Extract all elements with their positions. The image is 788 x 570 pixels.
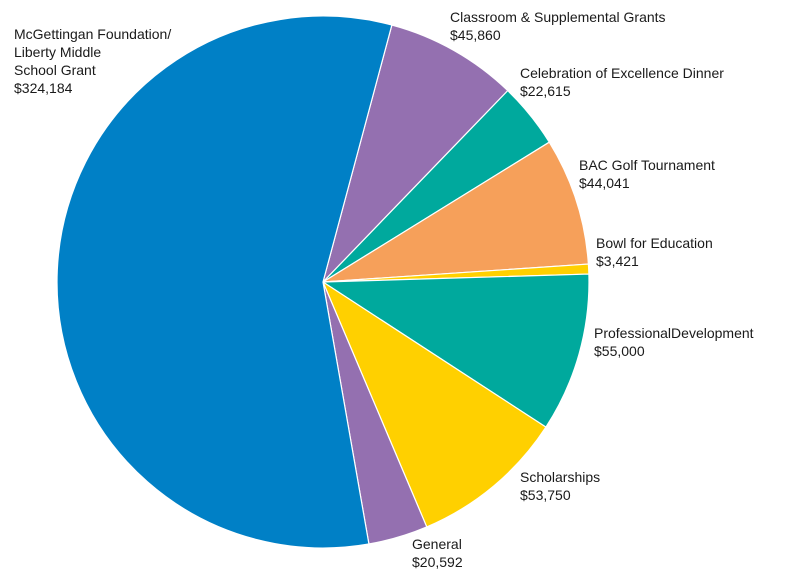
pie-slice-3 [322,141,589,283]
pie-slice-5 [322,273,590,428]
slice-category-label: Celebration of Excellence Dinner [520,65,724,81]
slice-value-label: $55,000 [594,343,645,359]
slice-value-label: $45,860 [450,27,501,43]
slice-value-label: $3,421 [596,253,639,269]
slice-value-label: $20,592 [412,554,463,570]
slice-value-label: $324,184 [14,80,73,96]
slice-category-label: Liberty Middle [14,44,101,60]
slice-category-label: BAC Golf Tournament [579,157,715,173]
slice-category-label: McGettingan Foundation/ [14,26,171,42]
slice-category-label: ProfessionalDevelopment [594,325,754,341]
pie-slice-8 [56,15,393,549]
pie-slice-1 [322,24,509,283]
slice-category-label: Scholarships [520,469,600,485]
slice-category-label: General [412,536,462,552]
pie-slice-6 [322,281,547,528]
slice-value-label: $44,041 [579,175,630,191]
slice-value-label: $22,615 [520,83,571,99]
slice-category-label: Bowl for Education [596,235,713,251]
pie-labels: Classroom & Supplemental Grants $45,860 Ce… [14,9,754,570]
slice-category-label: School Grant [14,62,96,78]
pie-slices [56,15,590,549]
slice-value-label: $53,750 [520,487,571,503]
slice-category-label: Classroom & Supplemental Grants [450,9,666,25]
